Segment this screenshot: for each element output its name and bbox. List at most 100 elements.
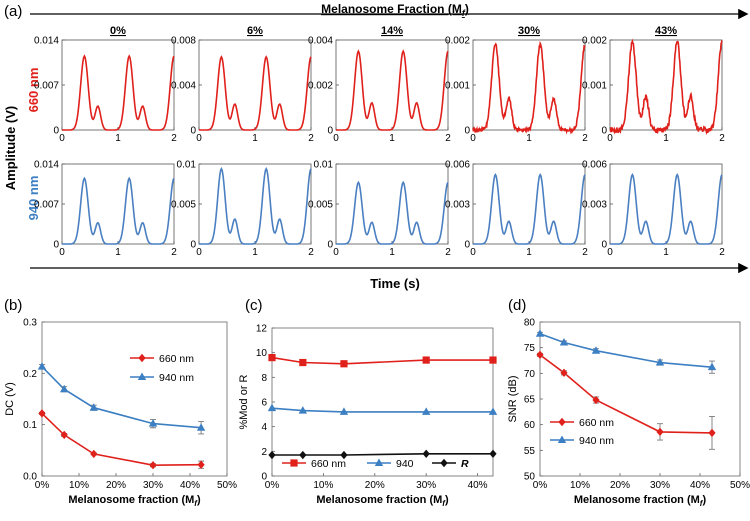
x-tick-label: 2 bbox=[719, 133, 725, 144]
y-tick-label: 65 bbox=[524, 395, 536, 406]
y-tick-label: 0.007 bbox=[34, 81, 59, 92]
x-tick-label: 2 bbox=[171, 133, 177, 144]
y-tick-label: 0.005 bbox=[308, 200, 333, 211]
data-point bbox=[488, 407, 498, 415]
y-tick-label: 0.01 bbox=[177, 160, 197, 171]
x-tick-label: 1 bbox=[526, 133, 532, 144]
x-tick-label: 0 bbox=[59, 133, 65, 144]
y-tick-label: 80 bbox=[524, 318, 536, 329]
x-tick-label: 1 bbox=[663, 247, 669, 258]
series bbox=[38, 409, 205, 470]
x-axis-title: Melanosome fraction (Mf) bbox=[68, 494, 201, 508]
x-tick-label: 2 bbox=[308, 133, 314, 144]
x-tick-label: 1 bbox=[252, 247, 258, 258]
data-point bbox=[290, 459, 298, 467]
legend-label: 940 nm bbox=[579, 435, 614, 447]
row-label-940: 940 nm bbox=[26, 176, 41, 221]
waveform-subplot: 30% 0.002 0.001 00 1 2 bbox=[445, 25, 588, 144]
waveform-subplot: 43% 0.002 0.001 00 1 2 bbox=[582, 25, 725, 144]
y-tick-label: 0.2 bbox=[23, 369, 37, 380]
fraction-header: 14% bbox=[381, 25, 403, 37]
data-point bbox=[708, 428, 716, 438]
y-axis-title: DC (V) bbox=[4, 382, 16, 416]
x-tick-label: 20% bbox=[106, 480, 126, 491]
y-tick-label: 0.004 bbox=[171, 81, 196, 92]
subplot-frame bbox=[198, 163, 312, 245]
y-tick-label: 10 bbox=[256, 348, 268, 359]
y-tick-label: 0 bbox=[464, 240, 470, 251]
x-tick-label: 2 bbox=[308, 247, 314, 258]
y-tick-label: 0.014 bbox=[34, 160, 59, 171]
panel-d-label: (d) bbox=[508, 297, 526, 314]
legend-label: 660 nm bbox=[159, 353, 194, 365]
x-tick-label: 2 bbox=[445, 133, 451, 144]
panel-b-label: (b) bbox=[4, 297, 22, 314]
x-tick-label: 0 bbox=[470, 247, 476, 258]
panel-d: (d) 50 55 60 65 70 75 80 0% 10% 20% 30% 40% 50% Melan… bbox=[507, 297, 750, 508]
x-tick-label: 10% bbox=[570, 480, 590, 491]
y-axis-title: %Mod or R bbox=[238, 374, 250, 429]
data-point bbox=[267, 403, 277, 412]
x-tick-label: 1 bbox=[526, 247, 532, 258]
x-tick-label: 1 bbox=[115, 247, 121, 258]
data-point bbox=[268, 354, 276, 362]
plot-area: 0 2 4 6 8 10 12 0% 10% 20% 30% 40% Melanosome fracti… bbox=[238, 324, 498, 508]
row-label-660: 660 nm bbox=[26, 68, 41, 113]
waveform-subplot: 0.01 0.005 00 1 2 bbox=[308, 160, 451, 259]
x-tick-label: 0 bbox=[333, 133, 339, 144]
waveform-subplot: 0.014 0.007 00 1 2 bbox=[34, 160, 177, 259]
y-tick-label: 50 bbox=[524, 472, 536, 483]
data-point bbox=[440, 458, 448, 468]
data-point bbox=[422, 356, 430, 364]
x-tick-label: 0 bbox=[470, 133, 476, 144]
y-axis-title: SNR (dB) bbox=[507, 375, 519, 422]
panel-a-x-title: Time (s) bbox=[370, 276, 420, 291]
plot-area: 0.0 0.1 0.2 0.3 0% 10% 20% 30% 40% 50% Melanosome … bbox=[4, 318, 237, 509]
y-tick-label: 0 bbox=[53, 240, 59, 251]
waveform-subplot: 0.01 0.005 00 1 2 bbox=[171, 160, 314, 259]
top-axis-title: Melanosome Fraction (Mf) bbox=[321, 2, 469, 18]
subplot-frame bbox=[609, 163, 723, 245]
legend-label: 940 nm bbox=[159, 372, 194, 384]
waveform-line bbox=[609, 173, 723, 245]
subplot-frame bbox=[472, 163, 586, 245]
series-line bbox=[539, 354, 713, 434]
legend: 660 nm 940 nm bbox=[130, 353, 194, 384]
data-point bbox=[536, 350, 544, 360]
waveform-line bbox=[61, 54, 175, 131]
x-tick-label: 0 bbox=[196, 247, 202, 258]
waveform-subplot: 0.006 0.003 00 1 2 bbox=[445, 160, 588, 259]
data-point bbox=[489, 449, 497, 458]
x-tick-label: 2 bbox=[582, 247, 588, 258]
x-tick-label: 30% bbox=[650, 480, 670, 491]
data-point bbox=[591, 346, 601, 354]
x-tick-label: 0 bbox=[607, 247, 613, 258]
waveform-subplot: 0% 0.014 0.007 00 1 2 bbox=[34, 25, 177, 144]
y-tick-label: 0.0 bbox=[23, 472, 37, 483]
legend-label: 660 nm bbox=[579, 417, 614, 429]
legend: 660 nm 940 nm bbox=[550, 417, 614, 447]
y-tick-label: 4 bbox=[261, 422, 267, 433]
x-tick-label: 50% bbox=[217, 480, 237, 491]
waveform-subplot: 6% 0.008 0.004 00 1 2 bbox=[171, 25, 314, 144]
x-axis-title: Melanosome fraction (Mf) bbox=[574, 494, 707, 508]
data-point bbox=[60, 384, 69, 393]
data-point bbox=[299, 450, 307, 460]
waveform-line bbox=[336, 49, 449, 131]
x-tick-label: 1 bbox=[663, 133, 669, 144]
data-point bbox=[137, 372, 147, 380]
x-tick-label: 0 bbox=[59, 247, 65, 258]
y-tick-label: 0 bbox=[601, 126, 607, 137]
data-point bbox=[268, 450, 276, 460]
x-tick-label: 50% bbox=[730, 480, 750, 491]
data-point bbox=[60, 430, 68, 440]
series bbox=[268, 354, 497, 368]
plot-frame bbox=[41, 321, 228, 477]
fraction-header: 6% bbox=[247, 25, 263, 37]
y-tick-label: 0.006 bbox=[445, 160, 470, 171]
x-tick-label: 30% bbox=[143, 480, 163, 491]
y-tick-label: 0.003 bbox=[445, 200, 470, 211]
y-tick-label: 0.003 bbox=[582, 200, 607, 211]
x-tick-label: 2 bbox=[582, 133, 588, 144]
